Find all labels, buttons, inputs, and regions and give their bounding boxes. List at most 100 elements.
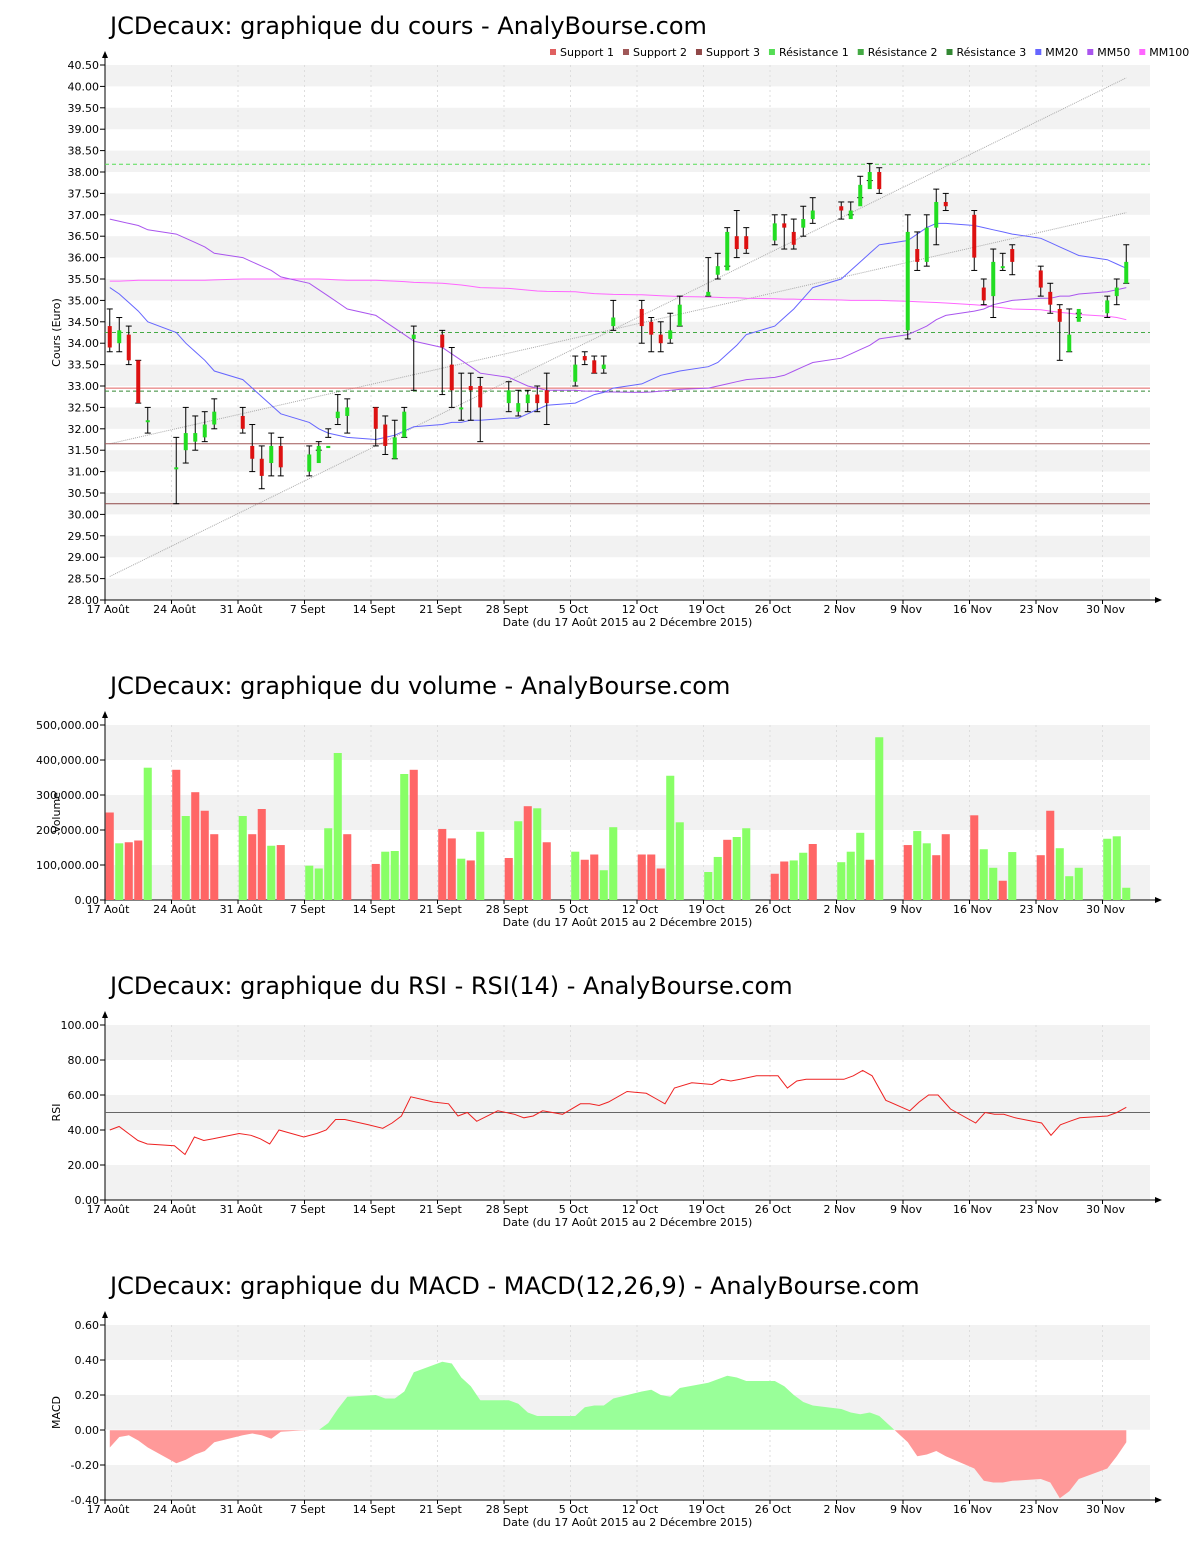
grid-band — [105, 1165, 1150, 1200]
candle-body — [544, 390, 549, 404]
volume-bar — [913, 831, 922, 900]
volume-bar — [732, 837, 741, 900]
x-tick-label: 21 Sept — [419, 1503, 462, 1516]
candle-body — [259, 458, 264, 476]
volume-bar — [780, 861, 789, 900]
y-tick-label: 37.00 — [68, 209, 100, 222]
volume-bar — [808, 844, 817, 900]
y-tick-label: 32.50 — [68, 401, 100, 414]
y-axis-arrow — [102, 51, 108, 58]
volume-bar — [770, 873, 779, 900]
candle-body — [611, 317, 616, 327]
volume-bar — [1103, 838, 1112, 900]
volume-bar — [257, 809, 266, 900]
y-tick-label: 35.00 — [68, 294, 100, 307]
volume-bar — [409, 769, 418, 900]
candle-body — [1057, 308, 1062, 322]
x-tick-label: 19 Oct — [688, 603, 725, 616]
y-tick-label: 200,000.00 — [36, 824, 99, 837]
volume-bar — [200, 810, 209, 900]
x-tick-label: 9 Nov — [890, 903, 922, 916]
volume-bar — [115, 843, 124, 900]
volume-bar — [856, 832, 865, 900]
volume-bar — [314, 868, 323, 900]
grid-band — [105, 236, 1150, 258]
rsi-chart: JCDecaux: graphique du RSI - RSI(14) - A… — [50, 972, 1162, 1229]
legend-swatch — [695, 49, 702, 55]
candle-body — [193, 433, 198, 442]
candle-body — [212, 411, 217, 425]
candle-body — [991, 261, 996, 297]
volume-bar — [105, 812, 114, 900]
x-tick-label: 12 Oct — [622, 1203, 659, 1216]
legend-swatch — [622, 49, 629, 55]
volume-bar — [400, 774, 409, 900]
x-tick-label: 26 Oct — [755, 1203, 792, 1216]
x-tick-label: 2 Nov — [824, 1203, 856, 1216]
candle-body — [449, 364, 454, 391]
x-tick-label: 5 Oct — [559, 603, 589, 616]
x-tick-label: 7 Sept — [290, 903, 326, 916]
volume-bar — [989, 867, 998, 900]
volume-bar — [799, 852, 808, 900]
candle-body — [1076, 308, 1081, 322]
volume-bar — [666, 775, 675, 900]
volume-bar — [333, 753, 342, 900]
volume-bar — [713, 856, 722, 900]
grid-band — [105, 578, 1150, 600]
grid-band — [105, 450, 1150, 472]
legend-swatch — [550, 49, 556, 55]
grid-band — [105, 107, 1150, 130]
volume-bar — [789, 860, 798, 900]
y-tick-label: 38.00 — [68, 166, 100, 179]
volume-bar — [580, 859, 589, 900]
candle-body — [269, 445, 274, 464]
candle-body — [440, 334, 445, 348]
y-axis-title: MACD — [50, 1396, 63, 1429]
x-axis-title: Date (du 17 Août 2015 au 2 Décembre 2015… — [503, 616, 753, 629]
x-tick-label: 23 Nov — [1020, 603, 1059, 616]
candle-body — [145, 420, 150, 423]
legend-item: MM100 — [1149, 46, 1189, 59]
y-tick-label: -0.20 — [71, 1459, 99, 1472]
candle-body — [934, 201, 939, 228]
y-tick-label: 30.50 — [68, 487, 100, 500]
candle-body — [326, 445, 331, 449]
y-tick-label: 100.00 — [61, 1019, 100, 1032]
chart-title: JCDecaux: graphique du RSI - RSI(14) - A… — [108, 972, 793, 1000]
candle-body — [392, 437, 397, 459]
candle-body — [981, 287, 986, 301]
x-tick-label: 28 Sept — [486, 1203, 529, 1216]
trend-channel-line — [109, 212, 1127, 445]
volume-bar — [865, 859, 874, 900]
candle-body — [402, 411, 407, 438]
x-tick-label: 16 Nov — [953, 603, 992, 616]
x-tick-label: 9 Nov — [890, 1503, 922, 1516]
y-tick-label: 39.00 — [68, 123, 100, 136]
volume-bar — [941, 834, 950, 900]
x-tick-label: 12 Oct — [622, 603, 659, 616]
candle-body — [335, 411, 340, 419]
x-tick-label: 26 Oct — [755, 1503, 792, 1516]
x-tick-label: 2 Nov — [824, 603, 856, 616]
candle-body — [1048, 291, 1053, 305]
candle-body — [791, 231, 796, 245]
y-tick-label: 300,000.00 — [36, 789, 99, 802]
y-tick-label: 31.50 — [68, 444, 100, 457]
volume-bar — [181, 816, 190, 900]
y-tick-label: 400,000.00 — [36, 754, 99, 767]
grid-band — [105, 150, 1150, 172]
legend-item: Résistance 3 — [957, 46, 1027, 59]
volume-bar — [1036, 855, 1045, 900]
y-tick-label: 29.50 — [68, 530, 100, 543]
volume-bar — [1122, 887, 1131, 900]
candle-body — [810, 210, 815, 220]
y-axis-arrow — [102, 711, 108, 718]
x-tick-label: 14 Sept — [353, 903, 396, 916]
volume-bar — [1112, 836, 1121, 900]
candle-body — [772, 223, 777, 241]
x-tick-label: 23 Nov — [1020, 903, 1059, 916]
volume-bar — [276, 845, 285, 900]
volume-bar — [1074, 867, 1083, 900]
candle-body — [858, 184, 863, 207]
